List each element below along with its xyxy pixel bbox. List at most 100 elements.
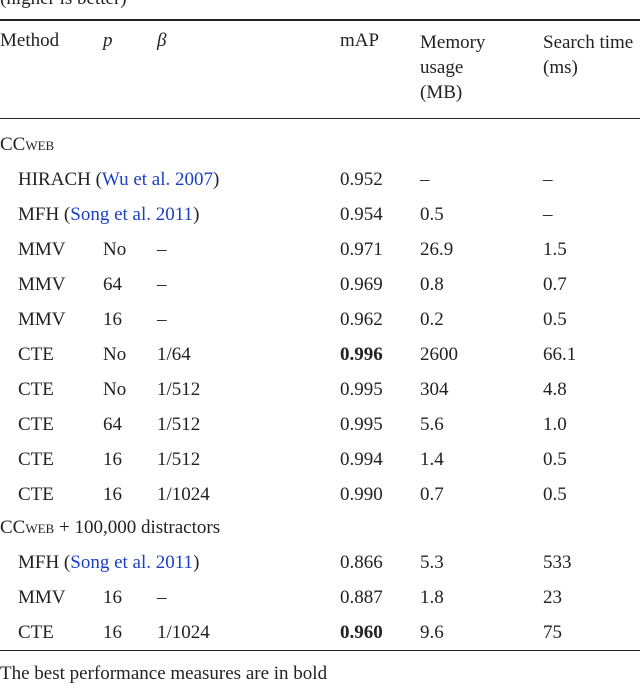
table-cell: 0.995 (340, 414, 383, 435)
table-cell: 0.7 (420, 484, 444, 505)
rule (0, 19, 640, 21)
table-cell: 1.0 (543, 414, 567, 435)
table-cell: 0.960 (340, 622, 383, 643)
table-cell: 0.962 (340, 309, 383, 330)
method-text: CTE (18, 414, 54, 435)
section-name: CCweb (0, 134, 55, 155)
table-cell: 0.866 (340, 552, 383, 573)
table-cell: 0.5 (420, 204, 444, 225)
footer: The best performance measures are in bol… (0, 663, 328, 684)
table-cell: 1.8 (420, 587, 444, 608)
table-cell: 66.1 (543, 344, 577, 365)
table-cell: – (157, 239, 167, 260)
header-cell: Method (0, 30, 60, 51)
table-cell: No (103, 239, 127, 260)
table-cell: 23 (543, 587, 562, 608)
method-cell: CTE (18, 622, 54, 644)
method-text: CTE (18, 379, 54, 400)
method-cell: MMV (18, 309, 66, 331)
method-cell: MFH (Song et al. 2011) (18, 552, 199, 574)
table-cell: 1/1024 (157, 622, 210, 643)
table-cell: 1/64 (157, 344, 191, 365)
table-cell: 16 (103, 622, 122, 643)
table-cell: 4.8 (543, 379, 567, 400)
table-cell: 5.6 (420, 414, 444, 435)
table-cell: 64 (103, 274, 122, 295)
method-text: CTE (18, 344, 54, 365)
table-cell: 0.971 (340, 239, 383, 260)
method-text: MMV (18, 309, 66, 330)
table-cell: 1/512 (157, 414, 201, 435)
method-text: CTE (18, 449, 54, 470)
table-cell: 16 (103, 484, 122, 505)
table-cell: 16 (103, 587, 122, 608)
table-cell: – (157, 587, 167, 608)
rule (0, 118, 640, 119)
table-cell: – (543, 204, 553, 225)
section-suffix: + 100,000 distractors (54, 517, 221, 538)
header-cell: p (103, 30, 113, 51)
method-cell: CTE (18, 344, 54, 366)
table-cell: 0.954 (340, 204, 383, 225)
section-title: CCweb + 100,000 distractors (0, 517, 220, 539)
table-cell: – (420, 169, 430, 190)
table-cell: 75 (543, 622, 562, 643)
table-cell: 0.7 (543, 274, 567, 295)
table-cell: 16 (103, 309, 122, 330)
method-text: CTE (18, 622, 54, 643)
table-cell: 1/512 (157, 379, 201, 400)
table-cell: 1/512 (157, 449, 201, 470)
method-cell: CTE (18, 484, 54, 506)
table-cell: 9.6 (420, 622, 444, 643)
table-cell: – (543, 169, 553, 190)
table-cell: 1.4 (420, 449, 444, 470)
method-text: HIRACH ( (18, 169, 102, 190)
citation-link: Wu et al. 2007 (101, 169, 214, 190)
table-cell: No (103, 344, 127, 365)
method-text: ) (193, 552, 200, 573)
table-cell: 0.994 (340, 449, 383, 470)
method-text: MFH ( (18, 204, 71, 225)
method-text: MMV (18, 274, 66, 295)
table-cell: 64 (103, 414, 122, 435)
header-cell: Search time (ms) (543, 32, 634, 78)
method-cell: CTE (18, 414, 54, 436)
table-cell: 0.5 (543, 309, 567, 330)
method-cell: MMV (18, 587, 66, 609)
method-text: CTE (18, 484, 54, 505)
method-text: ) (193, 204, 200, 225)
citation-link: Song et al. 2011 (70, 204, 194, 225)
method-cell: CTE (18, 379, 54, 401)
table-cell: 16 (103, 449, 122, 470)
table-cell: – (157, 309, 167, 330)
caption: (higher is better) (0, 0, 127, 10)
table-cell: 0.990 (340, 484, 383, 505)
table-cell: No (103, 379, 127, 400)
method-cell: CTE (18, 449, 54, 471)
table-cell: 0.952 (340, 169, 383, 190)
rule (0, 650, 640, 651)
table-cell: 0.8 (420, 274, 444, 295)
method-cell: MMV (18, 274, 66, 296)
method-cell: HIRACH (Wu et al. 2007) (18, 169, 219, 191)
table-cell: 533 (543, 552, 572, 573)
header-cell: Memory usage (MB) (420, 32, 486, 103)
method-text: MMV (18, 587, 66, 608)
method-text: ) (213, 169, 220, 190)
table-cell: 0.996 (340, 344, 383, 365)
method-cell: MMV (18, 239, 66, 261)
table-cell: 0.995 (340, 379, 383, 400)
table-cell: 26.9 (420, 239, 454, 260)
method-text: MMV (18, 239, 66, 260)
table-cell: 0.887 (340, 587, 383, 608)
citation-link: Song et al. 2011 (70, 552, 194, 573)
table-cell: 1.5 (543, 239, 567, 260)
table-cell: 304 (420, 379, 449, 400)
table-cell: 2600 (420, 344, 458, 365)
table-cell: – (157, 274, 167, 295)
table-cell: 0.969 (340, 274, 383, 295)
table-cell: 1/1024 (157, 484, 210, 505)
method-cell: MFH (Song et al. 2011) (18, 204, 199, 226)
header-cell: mAP (340, 30, 380, 51)
